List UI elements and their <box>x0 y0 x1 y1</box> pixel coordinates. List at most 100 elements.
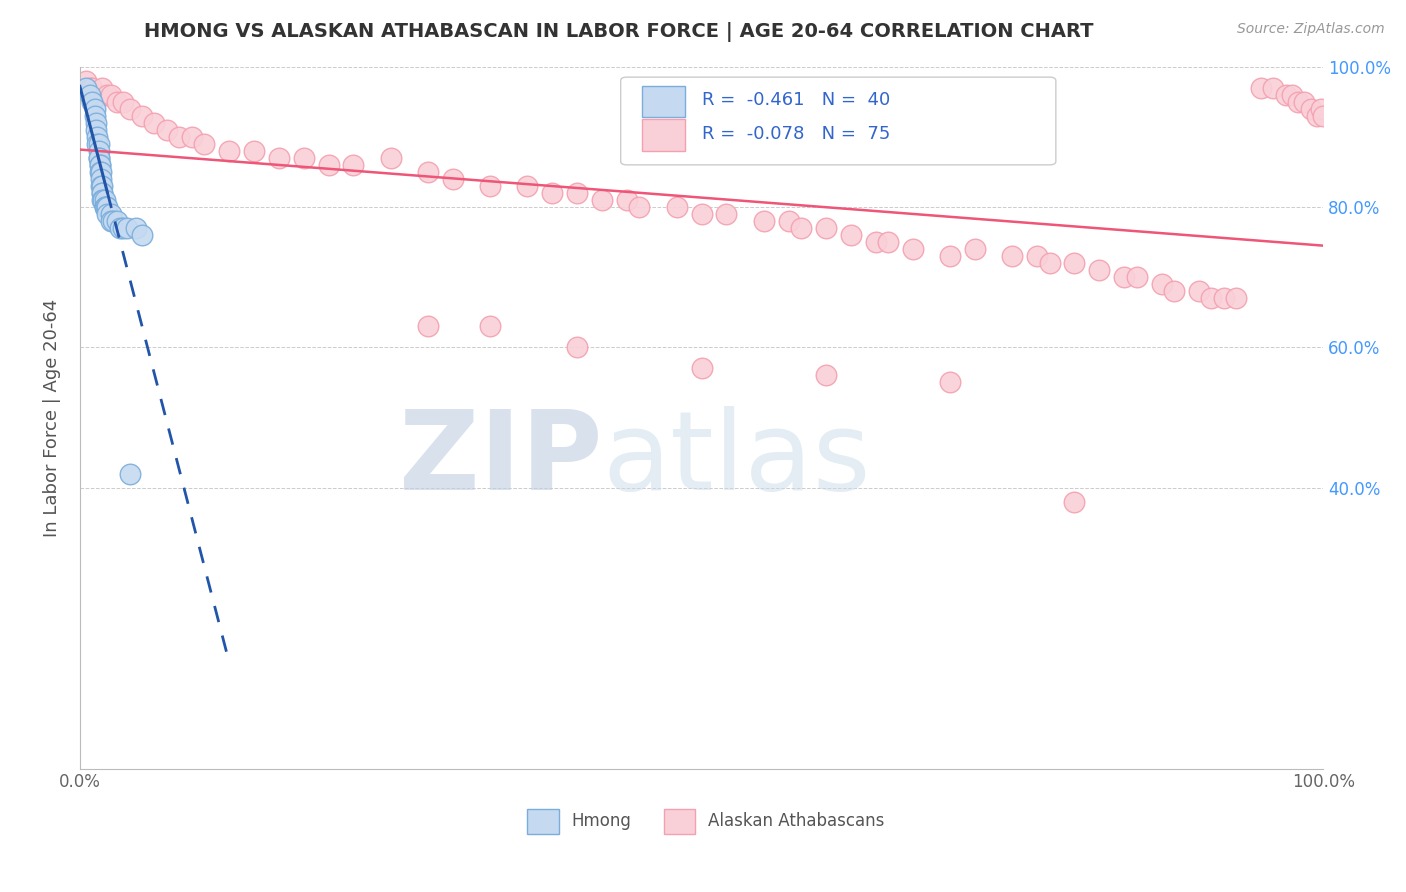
Point <box>567 340 589 354</box>
Point <box>479 319 502 334</box>
Text: Alaskan Athabascans: Alaskan Athabascans <box>707 813 884 830</box>
Point <box>100 87 122 102</box>
Point <box>100 214 122 228</box>
Bar <box>664 808 696 834</box>
Point <box>541 186 564 200</box>
Point <box>690 361 713 376</box>
Point <box>100 207 122 221</box>
Point <box>105 214 128 228</box>
Point <box>790 221 813 235</box>
Point <box>89 158 111 172</box>
Point <box>143 116 166 130</box>
Point <box>1225 291 1247 305</box>
Point <box>96 87 118 102</box>
Point <box>82 95 104 109</box>
Bar <box>527 808 558 834</box>
Point <box>479 178 502 193</box>
FancyBboxPatch shape <box>620 77 1056 165</box>
Point <box>567 186 589 200</box>
Point <box>131 109 153 123</box>
Point <box>1039 256 1062 270</box>
Point <box>91 193 114 207</box>
Point <box>267 151 290 165</box>
Point <box>1063 495 1085 509</box>
Point <box>90 178 112 193</box>
Point <box>86 136 108 151</box>
Point <box>75 80 97 95</box>
Point <box>380 151 402 165</box>
Point <box>243 144 266 158</box>
Point <box>218 144 240 158</box>
Y-axis label: In Labor Force | Age 20-64: In Labor Force | Age 20-64 <box>44 299 60 537</box>
Point <box>115 221 138 235</box>
Point <box>93 193 115 207</box>
Point <box>1312 109 1334 123</box>
Point <box>94 200 117 214</box>
Point <box>103 214 125 228</box>
Point <box>93 193 115 207</box>
Point <box>87 136 110 151</box>
Point <box>84 122 107 136</box>
Point <box>939 249 962 263</box>
Text: atlas: atlas <box>602 406 870 513</box>
Point <box>1212 291 1234 305</box>
Point <box>112 95 135 109</box>
Point <box>118 102 141 116</box>
Point <box>79 80 101 95</box>
Point <box>90 165 112 179</box>
Text: ZIP: ZIP <box>399 406 602 513</box>
Bar <box>641 86 685 117</box>
Point <box>91 80 114 95</box>
Point <box>1294 95 1316 109</box>
Point <box>616 193 638 207</box>
Point <box>1150 277 1173 292</box>
Point <box>75 73 97 87</box>
Point <box>292 151 315 165</box>
Point <box>416 319 439 334</box>
Point <box>1250 80 1272 95</box>
Text: Hmong: Hmong <box>571 813 631 830</box>
Point <box>108 221 131 235</box>
Point <box>180 129 202 144</box>
Point <box>1275 87 1298 102</box>
Point <box>91 186 114 200</box>
Point <box>690 207 713 221</box>
Point <box>1163 284 1185 298</box>
Point <box>1088 263 1111 277</box>
Point <box>105 95 128 109</box>
Point <box>91 178 114 193</box>
Point <box>93 200 115 214</box>
Point <box>342 158 364 172</box>
Point <box>87 151 110 165</box>
Point <box>516 178 538 193</box>
Point <box>665 200 688 214</box>
Point <box>193 136 215 151</box>
Point <box>89 158 111 172</box>
Point <box>814 368 837 383</box>
Point <box>1114 270 1136 285</box>
Point <box>778 214 800 228</box>
Point <box>82 80 104 95</box>
Point <box>628 200 651 214</box>
Point <box>591 193 613 207</box>
Point <box>83 102 105 116</box>
Point <box>814 221 837 235</box>
Point <box>91 186 114 200</box>
Text: R =  -0.461   N =  40: R = -0.461 N = 40 <box>702 91 890 110</box>
Point <box>96 200 118 214</box>
Point <box>84 116 107 130</box>
Text: Source: ZipAtlas.com: Source: ZipAtlas.com <box>1237 22 1385 37</box>
Text: HMONG VS ALASKAN ATHABASCAN IN LABOR FORCE | AGE 20-64 CORRELATION CHART: HMONG VS ALASKAN ATHABASCAN IN LABOR FOR… <box>143 22 1094 42</box>
Point <box>877 235 900 249</box>
Point <box>83 109 105 123</box>
Point <box>416 165 439 179</box>
Point <box>1286 95 1309 109</box>
Point <box>1281 87 1303 102</box>
Point <box>752 214 775 228</box>
Point <box>1199 291 1222 305</box>
Point <box>156 122 179 136</box>
Point <box>1188 284 1211 298</box>
Point <box>441 172 464 186</box>
Point <box>118 467 141 481</box>
Point <box>1309 102 1331 116</box>
